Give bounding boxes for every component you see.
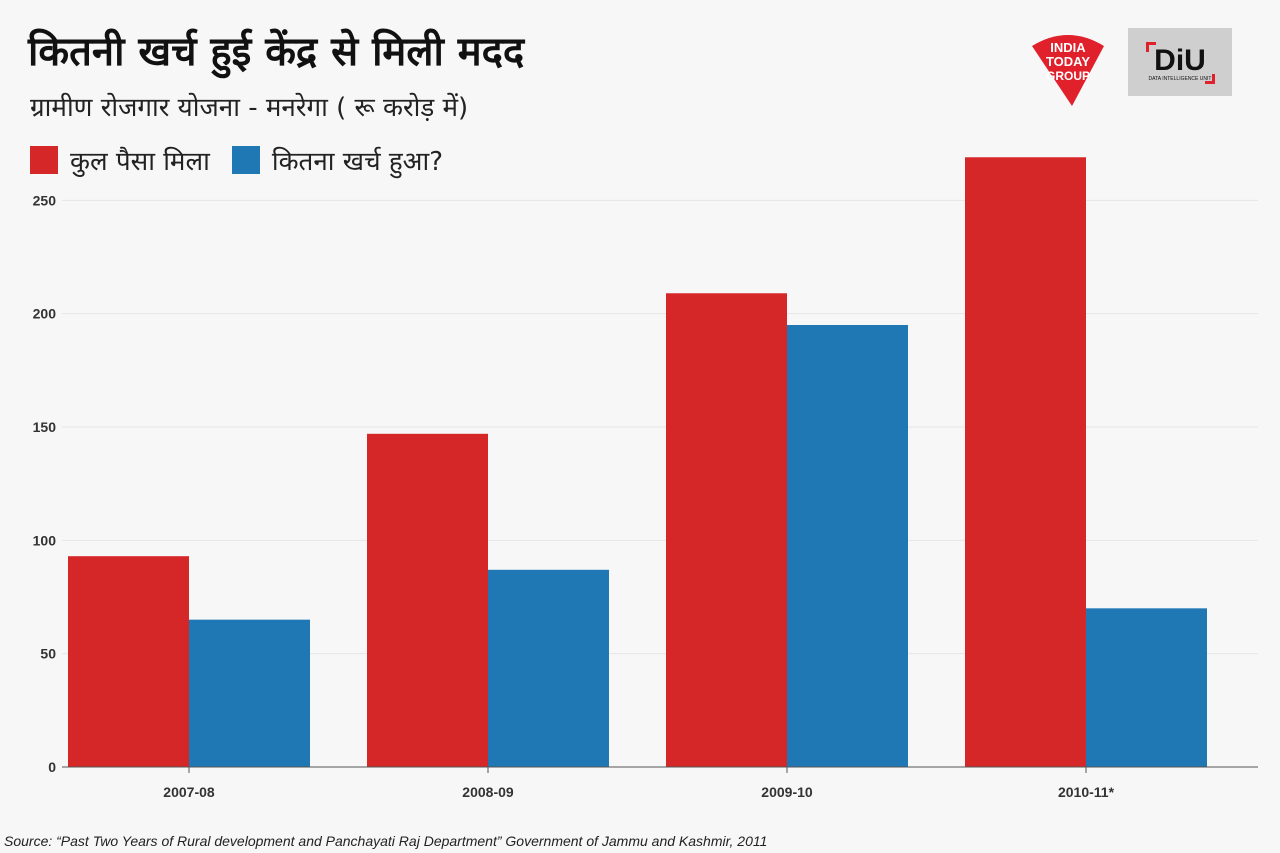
bar-spent [488, 569, 609, 767]
bar-layer [68, 157, 1207, 767]
diu-logo-subtext: DATA INTELLIGENCE UNIT [1149, 76, 1212, 82]
legend-swatch-spent [231, 146, 260, 174]
india-today-line-1: INDIA [1050, 40, 1086, 55]
y-tick-label: 250 [33, 192, 57, 208]
bar-spent [1086, 608, 1207, 767]
india-today-line-3: GROUP [1046, 69, 1090, 83]
y-tick-label: 200 [33, 306, 57, 322]
x-tick-label: 2010-11* [1058, 784, 1115, 800]
y-tick-label: 150 [33, 419, 57, 435]
y-tick-label: 50 [40, 646, 56, 662]
y-tick-label: 0 [48, 759, 56, 775]
legend-item-total: कुल पैसा मिला [30, 142, 210, 178]
bar-total [965, 157, 1086, 767]
x-tick-label: 2009-10 [761, 784, 813, 800]
diu-logo: DiU DATA INTELLIGENCE UNIT [1128, 28, 1232, 96]
diu-logo-text: DiU [1154, 44, 1206, 77]
bar-total [367, 433, 488, 767]
x-tick-label: 2007-08 [163, 784, 215, 800]
bar-total [68, 556, 189, 767]
india-today-line-2: TODAY [1046, 54, 1090, 69]
bar-total [666, 293, 787, 767]
legend: कुल पैसा मिला कितना खर्च हुआ? [30, 142, 443, 178]
bar-spent [787, 325, 908, 767]
chart-title: कितनी खर्च हुई केंद्र से मिली मदद [28, 29, 525, 75]
legend-swatch-total [30, 146, 58, 174]
bar-spent [189, 619, 310, 767]
source-note: Source: “Past Two Years of Rural develop… [4, 833, 768, 849]
y-tick-label: 100 [33, 532, 57, 548]
legend-item-spent: कितना खर्च हुआ? [231, 142, 444, 178]
x-tick-label: 2008-09 [462, 784, 514, 800]
axis-layer: 0 50 100 150 200 250 2007-08 2008-09 2009-10 2010… [33, 192, 1258, 800]
legend-label-total: कुल पैसा मिला [70, 147, 210, 177]
logos: INDIA TODAY GROUP DiU DATA INTELLIGENCE … [1028, 28, 1232, 108]
legend-label-spent: कितना खर्च हुआ? [271, 147, 444, 177]
india-today-logo: INDIA TODAY GROUP [1032, 35, 1104, 106]
chart-subtitle: ग्रामीण रोजगार योजना - मनरेगा ( रू करोड़… [30, 93, 469, 123]
